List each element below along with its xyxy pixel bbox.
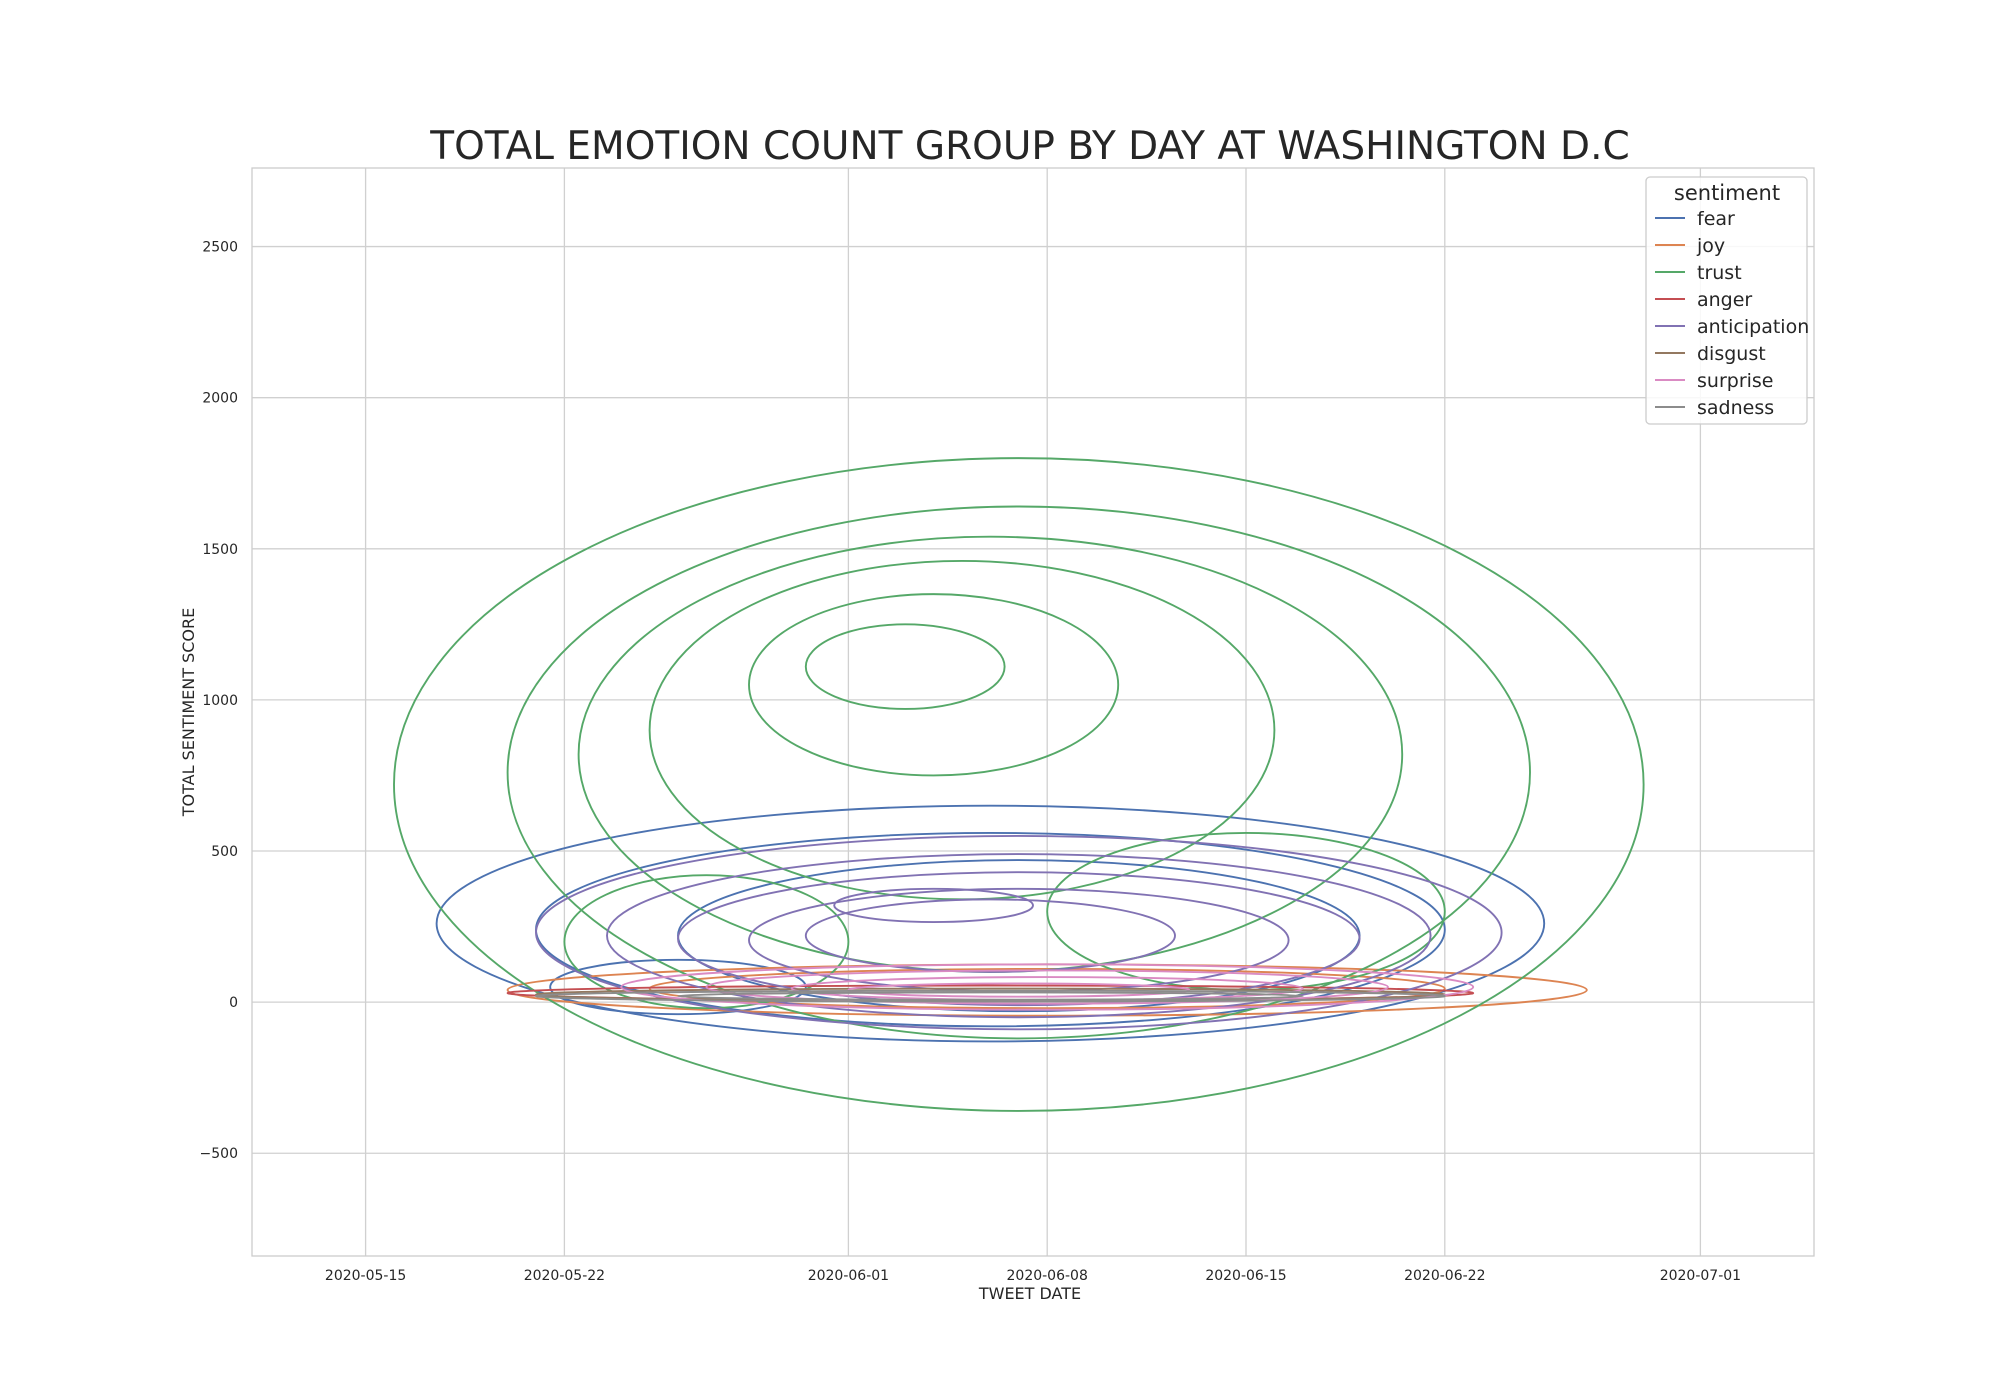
fear-legend-label: fear <box>1697 208 1735 230</box>
fear-contour <box>549 958 807 1016</box>
fear-contour <box>435 804 1546 1043</box>
x-tick-label: 2020-07-01 <box>1660 1268 1741 1284</box>
legend: sentiment fear joy trust anger anticipation d… <box>1645 176 1809 425</box>
surprise-contour <box>620 963 1475 1011</box>
trust-contour <box>393 457 1645 1112</box>
trust-contour <box>804 623 1006 710</box>
joy-legend-label: joy <box>1696 235 1725 257</box>
trust-contour <box>748 593 1120 777</box>
grid-lines <box>252 168 1814 1256</box>
disgust-legend-label: disgust <box>1697 343 1766 365</box>
anticipation-contour <box>833 887 1034 923</box>
anticipation-legend-label: anticipation <box>1697 316 1809 338</box>
anticipation-contour <box>606 853 1432 1019</box>
trust-contour <box>563 874 850 1010</box>
x-tick-label: 2020-06-15 <box>1205 1268 1286 1284</box>
y-tick-label: 0 <box>229 995 238 1011</box>
anger-legend-label: anger <box>1697 289 1752 311</box>
anticipation-contour <box>677 871 1361 1007</box>
surprise-legend-label: surprise <box>1697 370 1774 392</box>
y-tick-label: 1500 <box>202 542 238 558</box>
y-tick-label: −500 <box>200 1146 238 1162</box>
trust-contour <box>506 505 1531 1040</box>
x-tick-label: 2020-05-22 <box>524 1268 605 1284</box>
y-tick-label: 2000 <box>202 391 238 407</box>
plot-area <box>393 457 1645 1112</box>
trust-legend-label: trust <box>1697 262 1742 284</box>
y-tick-label: 500 <box>211 844 238 860</box>
tick-labels: 2020-05-15 2020-05-22 2020-06-01 2020-06-08… <box>200 240 1742 1284</box>
y-axis-label: TOTAL SENTIMENT SCORE <box>179 608 198 817</box>
anticipation-contour <box>804 898 1176 973</box>
x-tick-label: 2020-06-01 <box>808 1268 889 1284</box>
x-tick-label: 2020-05-15 <box>325 1268 406 1284</box>
sadness-legend-label: sadness <box>1697 397 1774 419</box>
sadness-series <box>535 989 1446 1003</box>
y-tick-label: 1000 <box>202 693 238 709</box>
x-axis-label: TWEET DATE <box>978 1284 1081 1303</box>
sadness-contour <box>535 989 1446 1003</box>
trust-series <box>393 457 1645 1112</box>
sadness-contour <box>677 991 1304 1001</box>
legend-box <box>1645 176 1808 425</box>
axes-frame <box>251 167 1815 1257</box>
surprise-contour <box>705 969 1389 1005</box>
anticipation-contour <box>535 834 1503 1031</box>
fear-series <box>435 804 1546 1043</box>
legend-title: sentiment <box>1674 181 1780 205</box>
x-tick-label: 2020-06-08 <box>1007 1268 1088 1284</box>
chart-title: TOTAL EMOTION COUNT GROUP BY DAY AT WASH… <box>429 124 1629 169</box>
y-tick-label: 2500 <box>202 240 238 256</box>
x-tick-label: 2020-06-22 <box>1404 1268 1485 1284</box>
